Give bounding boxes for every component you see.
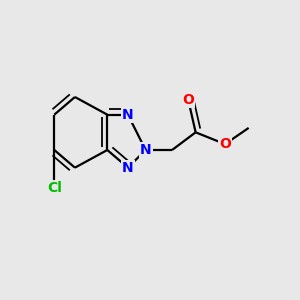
Text: O: O bbox=[219, 137, 231, 151]
Text: N: N bbox=[122, 108, 134, 122]
Text: N: N bbox=[140, 143, 152, 157]
Text: O: O bbox=[182, 93, 194, 107]
Text: N: N bbox=[122, 161, 134, 175]
Text: Cl: Cl bbox=[47, 181, 62, 195]
